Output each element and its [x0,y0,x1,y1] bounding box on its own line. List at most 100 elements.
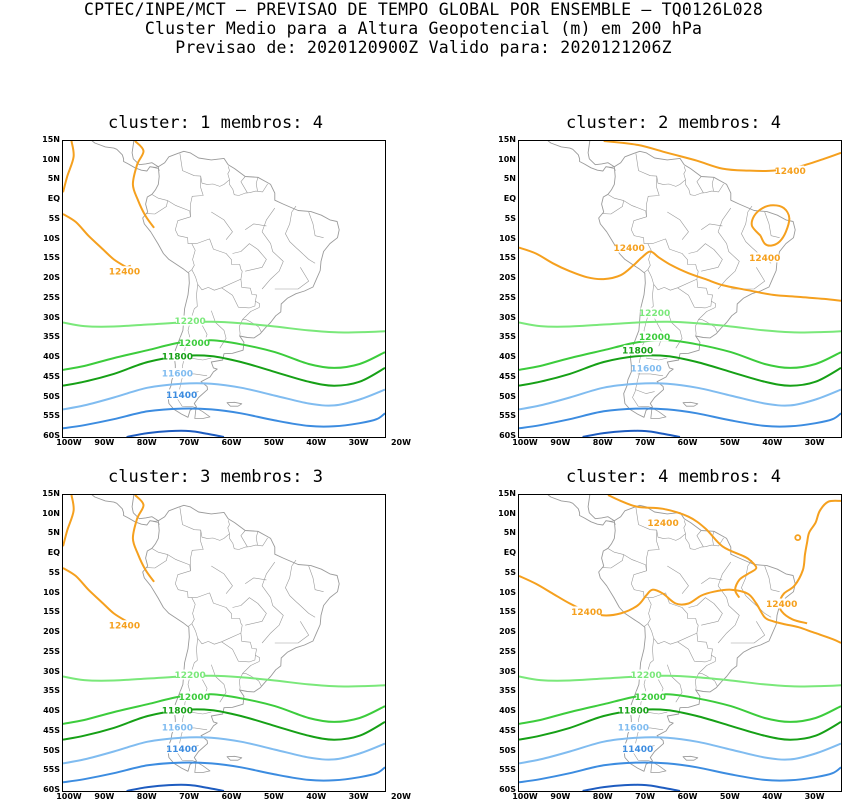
lat-tick-label: 25S [499,646,516,656]
contour-12400 [750,204,791,247]
country-border [701,577,723,585]
country-border [764,211,780,238]
contour-12200 [519,674,841,688]
lon-tick-label: 100W [512,792,538,801]
contour-label-12000: 12000 [179,339,210,349]
contour-12400 [778,499,841,625]
lat-tick-label: 5N [47,528,60,538]
lat-tick-label: 15S [499,607,516,617]
country-border [711,531,715,546]
lat-tick-label: 10N [42,154,60,164]
map-panel-cluster-2: 12400 12400 12400 12200 12000 11800 11600 [518,140,842,438]
contour-11600 [63,382,385,411]
country-border [255,531,259,546]
country-border [167,200,196,273]
country-border [730,621,765,644]
contour-11800 [519,354,841,387]
country-border [227,520,230,534]
contour-11400 [519,407,841,430]
lat-tick-label: EQ [503,194,516,204]
figure-title-line-3: Previsao de: 2020120900Z Valido para: 20… [175,38,672,57]
country-border [730,267,765,290]
contour-label-11400: 11400 [166,745,197,755]
lon-tick-label: 50W [719,792,740,801]
contour-label-12200: 12200 [639,309,670,319]
contour-label-11800: 11800 [622,347,653,357]
coastline-south-america [598,504,796,772]
country-border [695,319,699,337]
country-border [285,205,316,264]
country-border [635,389,655,394]
lat-tick-label: 15S [499,253,516,263]
lat-tick-label: 45S [43,371,60,381]
contour-label-background [623,743,652,754]
contour-label-background [632,669,661,680]
contour-label-12000: 12000 [179,693,210,703]
contour-11600 [519,382,841,411]
lon-tick-label: 50W [263,792,284,801]
lat-tick-label: 10N [498,154,516,164]
contour-label-12200: 12200 [630,671,661,681]
contour-label-12400: 12400 [775,167,806,177]
contour-11600 [519,736,841,765]
country-border [677,279,713,309]
lat-tick-label: 35S [499,332,516,342]
contour-label-background [636,691,665,702]
lat-tick-label: 30S [499,666,516,676]
contour-label-background [110,266,139,277]
lat-tick-label: 15N [42,489,60,498]
contour-label-background [110,620,139,631]
contour-11400 [63,761,385,784]
contour-11800 [63,708,385,741]
lat-tick-label: 55S [43,411,60,421]
lon-tick-label: 90W [550,438,571,447]
contour-label-12400: 12400 [571,608,602,618]
country-border [179,507,204,571]
country-border [211,664,227,703]
lat-tick-label: 55S [43,765,60,775]
country-border [683,520,686,534]
lat-tick-label: 50S [499,391,516,401]
country-border [602,194,624,215]
contour-12400 [63,495,75,547]
country-border [190,357,212,361]
country-border [146,194,168,215]
country-border [285,559,316,618]
lat-tick-label: 60S [499,785,516,794]
contour-label-background [180,337,209,348]
country-border [646,711,668,715]
contour-label-background [750,252,779,263]
coastline-tierra-del-fuego [194,407,211,419]
contour-label-background [163,351,192,362]
lon-tick-label: 80W [136,792,157,801]
coastline-falklands [226,755,243,761]
country-border [221,633,257,663]
lon-tick-label: 100W [512,438,538,447]
map-svg: 12400 12400 12400 12200 12000 11800 11600 11400 [519,495,841,791]
country-border [605,520,616,525]
country-border [232,243,267,272]
lon-tick-label: 40W [762,438,783,447]
lat-tick-label: 45S [499,725,516,735]
lat-tick-label: EQ [47,548,60,558]
country-border [741,559,772,618]
contour-label-background [180,691,209,702]
lat-tick-label: 35S [499,686,516,696]
contour-12400 [63,567,128,623]
country-border [149,166,160,171]
country-border [623,200,652,273]
lat-tick-label: 10S [499,233,516,243]
contour-11800 [519,708,841,741]
country-border [667,565,689,594]
coastline-tierra-del-fuego [194,761,211,773]
lon-tick-label: 60W [221,792,242,801]
contour-label-11600: 11600 [618,724,649,734]
lon-tick-label: 70W [635,792,656,801]
contour-11200 [126,429,225,437]
lat-tick-label: 5S [504,567,516,577]
country-border [656,530,724,550]
country-border [647,592,699,645]
country-border [176,638,198,763]
country-border [242,654,262,687]
lat-tick-label: 40S [499,706,516,716]
